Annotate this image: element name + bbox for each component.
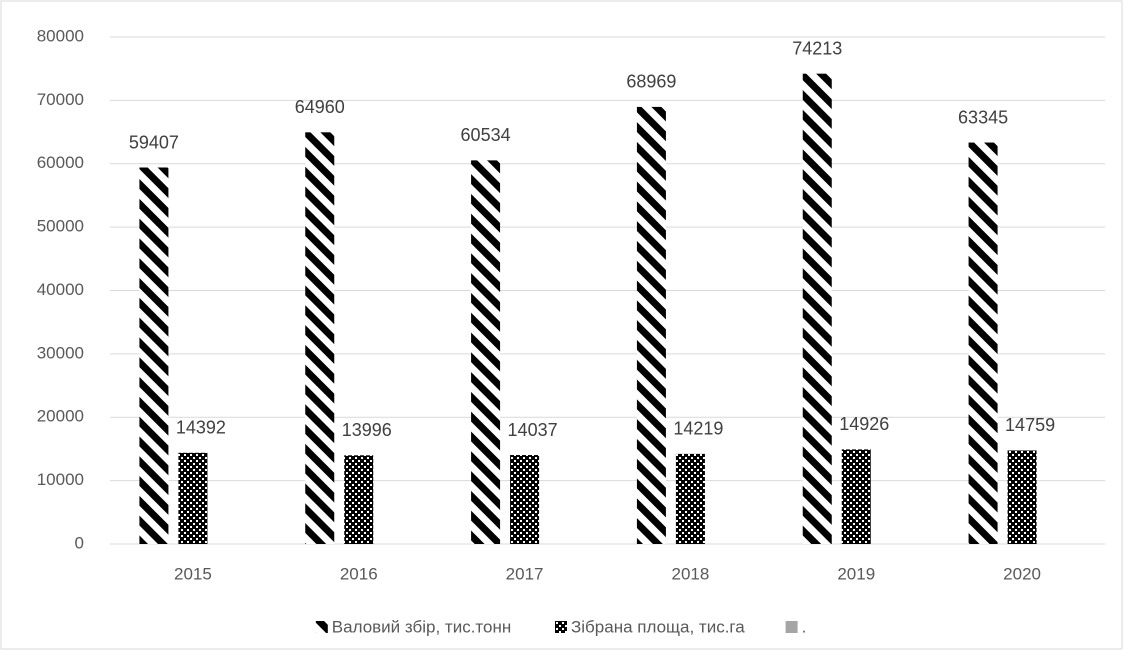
legend-swatch [315, 621, 328, 633]
y-tick-label: 50000 [37, 217, 84, 236]
legend-label: Валовий збір, тис.тонн [332, 617, 511, 636]
y-tick-label: 0 [75, 533, 84, 552]
data-label: 74213 [792, 38, 842, 58]
legend-swatch [555, 621, 567, 633]
bar [841, 449, 871, 544]
y-tick-label: 80000 [37, 26, 84, 45]
bar [1007, 450, 1037, 544]
bar [675, 453, 705, 544]
data-label: 14926 [839, 414, 889, 434]
data-label: 59407 [129, 132, 179, 152]
y-tick-label: 20000 [37, 407, 84, 426]
data-label: 14219 [673, 419, 723, 439]
y-tick-label: 10000 [37, 470, 84, 489]
data-label: 63345 [958, 107, 1008, 127]
x-tick-label: 2016 [340, 564, 378, 583]
x-tick-label: 2015 [174, 564, 212, 583]
bar [344, 455, 374, 544]
bar [968, 142, 998, 544]
data-label: 64960 [295, 97, 345, 117]
y-tick-label: 40000 [37, 280, 84, 299]
bar [510, 455, 540, 544]
data-label: 60534 [461, 125, 511, 145]
data-label: 68969 [626, 72, 676, 92]
bar [305, 132, 335, 545]
data-label: 14759 [1005, 415, 1055, 435]
bar [471, 160, 501, 544]
x-tick-label: 2020 [1003, 564, 1041, 583]
y-tick-label: 30000 [37, 343, 84, 362]
bar [178, 452, 208, 544]
x-tick-label: 2018 [672, 564, 710, 583]
legend-swatch [785, 621, 798, 633]
bar [802, 73, 832, 544]
y-tick-label: 70000 [37, 90, 84, 109]
data-label: 14037 [508, 420, 558, 440]
x-tick-label: 2019 [837, 564, 875, 583]
x-tick-label: 2017 [506, 564, 544, 583]
legend-label: Зібрана площа, тис.га [571, 617, 745, 636]
y-tick-label: 60000 [37, 153, 84, 172]
legend-label: . [802, 617, 807, 636]
bar [636, 106, 666, 544]
bar [139, 167, 169, 545]
data-label: 14392 [176, 418, 226, 438]
data-label: 13996 [342, 420, 392, 440]
